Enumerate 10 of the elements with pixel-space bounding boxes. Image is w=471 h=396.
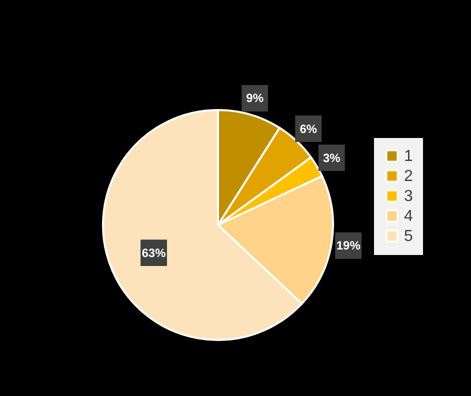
legend-label: 5 <box>404 228 413 245</box>
legend-label: 4 <box>404 208 413 225</box>
data-label: 3% <box>322 150 341 165</box>
legend-label: 1 <box>404 148 413 165</box>
legend-label: 3 <box>404 188 413 205</box>
data-label: 19% <box>336 238 361 253</box>
data-label: 9% <box>246 91 264 106</box>
data-label: 63% <box>142 246 166 260</box>
data-label: 6% <box>300 122 318 136</box>
legend-label: 2 <box>404 168 413 185</box>
